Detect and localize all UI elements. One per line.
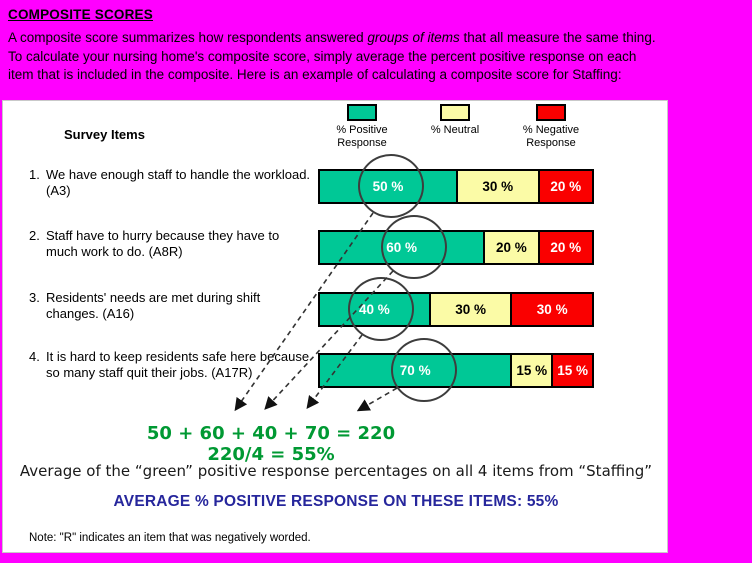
survey-item-number: 4. bbox=[29, 349, 40, 364]
intro-line-1-pre: A composite score summarizes how respond… bbox=[8, 30, 368, 45]
survey-item-text: It is hard to keep residents safe here b… bbox=[46, 349, 310, 380]
segment-value-label: 30 % bbox=[455, 302, 486, 317]
circle-annotation-3 bbox=[348, 277, 414, 341]
survey-item-text: We have enough staff to handle the workl… bbox=[46, 167, 311, 198]
chart-panel: Survey Items % Positive Response % Neutr… bbox=[2, 100, 668, 553]
legend-label: Response bbox=[526, 136, 576, 149]
legend-item-negative: % Negative Response bbox=[505, 102, 597, 149]
intro-line-2: To calculate your nursing home's composi… bbox=[8, 48, 637, 64]
survey-item-2: 2. Staff have to hurry because they have… bbox=[29, 228, 311, 260]
circle-annotation-1 bbox=[358, 154, 424, 218]
survey-item-text: Residents' needs are met during shift ch… bbox=[46, 290, 261, 321]
survey-item-text: Staff have to hurry because they have to… bbox=[46, 228, 280, 259]
survey-item-number: 2. bbox=[29, 228, 40, 243]
bar-2-neutral-segment: 20 % bbox=[483, 232, 538, 263]
calc-average-line: 220/4 = 55% bbox=[207, 444, 335, 465]
legend-swatch-negative bbox=[536, 104, 566, 121]
survey-item-4: 4. It is hard to keep residents safe her… bbox=[29, 349, 311, 381]
intro-line-1: A composite score summarizes how respond… bbox=[8, 29, 748, 48]
bar-1-neutral-segment: 30 % bbox=[456, 171, 538, 202]
document-header: COMPOSITE SCORES A composite score summa… bbox=[8, 5, 748, 85]
circle-annotation-2 bbox=[381, 215, 447, 279]
intro-paragraph: A composite score summarizes how respond… bbox=[8, 29, 748, 85]
bar-1-negative-segment: 20 % bbox=[537, 171, 592, 202]
survey-items-heading: Survey Items bbox=[64, 127, 145, 142]
calculation-block: 50 + 60 + 40 + 70 = 220 220/4 = 55% bbox=[91, 423, 451, 465]
segment-value-label: 30 % bbox=[536, 302, 568, 317]
segment-value-label: 20 % bbox=[495, 240, 527, 255]
survey-item-1: 1. We have enough staff to handle the wo… bbox=[29, 167, 311, 199]
bar-4-neutral-segment: 15 % bbox=[510, 355, 552, 386]
segment-value-label: 15 % bbox=[557, 363, 588, 378]
bar-2-negative-segment: 20 % bbox=[537, 232, 592, 263]
average-result: AVERAGE % POSITIVE RESPONSE ON THESE ITE… bbox=[113, 493, 559, 510]
intro-line-3: item that is included in the composite. … bbox=[8, 67, 622, 82]
average-explanation: Average of the “green” positive response… bbox=[19, 462, 653, 480]
calc-sum-line: 50 + 60 + 40 + 70 = 220 bbox=[146, 423, 396, 444]
page-title: COMPOSITE SCORES bbox=[8, 7, 153, 22]
footnote: Note: "R" indicates an item that was neg… bbox=[29, 532, 311, 544]
legend-label: % Neutral bbox=[430, 124, 480, 136]
legend-item-positive: % Positive Response bbox=[316, 102, 408, 149]
segment-value-label: 20 % bbox=[550, 179, 582, 194]
arrow-from-circle-4 bbox=[356, 387, 398, 412]
legend-swatch-neutral bbox=[440, 104, 470, 121]
survey-item-3: 3. Residents' needs are met during shift… bbox=[29, 290, 311, 322]
bar-3-negative-segment: 30 % bbox=[510, 294, 592, 325]
bar-4-negative-segment: 15 % bbox=[551, 355, 592, 386]
stacked-bar-2: 60 % 20 % 20 % bbox=[318, 230, 594, 265]
survey-item-number: 1. bbox=[29, 167, 40, 182]
survey-item-number: 3. bbox=[29, 290, 40, 305]
intro-line-1-italic: groups of items bbox=[367, 30, 460, 45]
bar-3-neutral-segment: 30 % bbox=[428, 294, 511, 325]
legend-label: % Positive bbox=[336, 124, 388, 136]
legend-swatch-positive bbox=[347, 104, 377, 121]
circle-annotation-4 bbox=[391, 338, 457, 402]
legend-label: % Negative bbox=[522, 124, 580, 136]
segment-value-label: 30 % bbox=[482, 179, 514, 194]
legend-label: Response bbox=[337, 136, 387, 149]
segment-value-label: 15 % bbox=[516, 363, 548, 378]
intro-line-1-post: that all measure the same thing. bbox=[459, 30, 656, 45]
legend-item-neutral: % Neutral bbox=[409, 102, 501, 137]
segment-value-label: 20 % bbox=[550, 240, 582, 255]
